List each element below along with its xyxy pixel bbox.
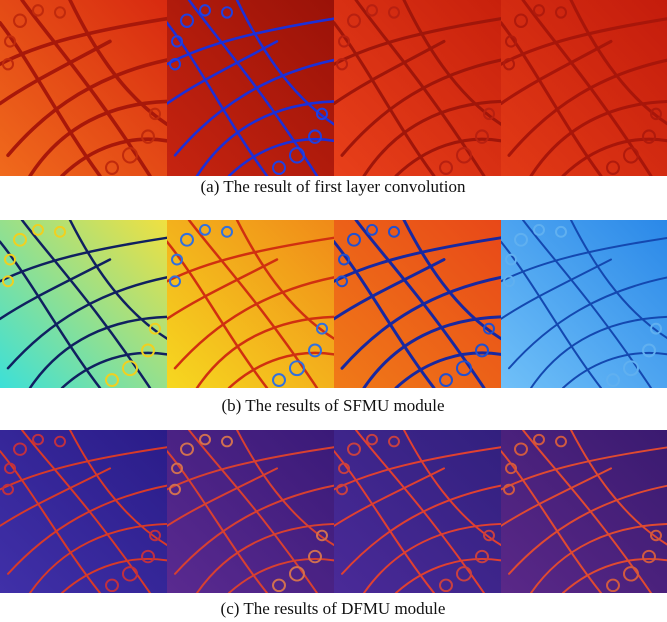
caption: (b) The results of SFMU module [221, 396, 444, 415]
feature-map [334, 0, 501, 176]
feature-map [0, 220, 167, 388]
feature-map [0, 430, 167, 593]
feature-map [501, 430, 667, 593]
feature-map [334, 430, 501, 593]
panels [0, 0, 667, 593]
figure: (a) The result of first layer convolutio… [0, 0, 667, 622]
feature-map [167, 0, 334, 176]
feature-map [501, 0, 667, 176]
caption: (c) The results of DFMU module [221, 599, 446, 618]
caption: (a) The result of first layer convolutio… [201, 177, 466, 196]
feature-map [0, 0, 167, 176]
feature-map [167, 220, 334, 388]
feature-map [334, 220, 501, 388]
feature-map [501, 220, 667, 388]
feature-map [167, 430, 334, 593]
page: (a) The result of first layer convolutio… [0, 0, 667, 622]
